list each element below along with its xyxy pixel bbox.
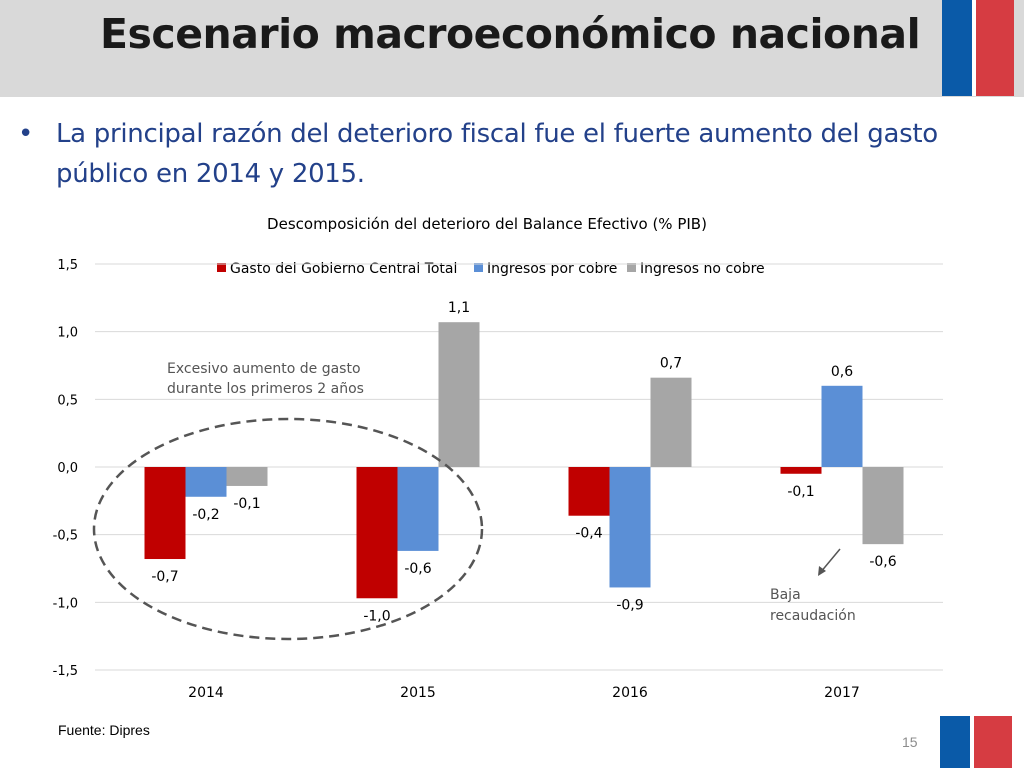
chart-bars: -0,7 -0,2 -0,1 -1,0 -0,6 1,1 -0,4 -0,9 0,7 -0,1 0,…: [144, 300, 904, 624]
y-tick-label: 1,0: [57, 326, 78, 341]
legend-swatch-icon: [217, 263, 226, 272]
data-label: -0,1: [233, 496, 260, 512]
source-note: Fuente: Dipres: [58, 722, 150, 738]
x-axis: 2014 2015 2016 2017: [188, 685, 860, 701]
x-tick-label: 2016: [612, 685, 648, 701]
slide-title: Escenario macroeconómico nacional: [100, 10, 921, 58]
bullet-text: La principal razón del deterioro fiscal …: [56, 119, 938, 189]
legend-label: Ingresos por cobre: [487, 261, 617, 277]
title-bar: [0, 0, 1024, 97]
data-label: -0,6: [869, 554, 896, 570]
legend-swatch-icon: [627, 263, 636, 272]
legend-swatch-icon: [474, 263, 483, 272]
data-label: -1,0: [363, 608, 390, 624]
page-number: 15: [902, 734, 918, 750]
bar-2016-gasto: [568, 467, 610, 516]
ellipse-annotation-line2: durante los primeros 2 años: [167, 381, 364, 397]
bullet-point: • La principal razón del deterioro fisca…: [18, 114, 1018, 194]
bar-2015-no-cobre: [438, 322, 480, 467]
chile-flag-bottom-decoration: [940, 716, 1012, 768]
data-label: 1,1: [448, 300, 470, 316]
y-tick-label: -0,5: [53, 529, 78, 544]
y-tick-label: 0,0: [57, 461, 78, 476]
bar-2015-cobre: [397, 467, 439, 551]
bar-2014-no-cobre: [226, 467, 268, 486]
chile-flag-top-decoration: [942, 0, 1014, 96]
data-label: 0,6: [831, 364, 853, 380]
x-tick-label: 2014: [188, 685, 224, 701]
chart-title: Descomposición del deterioro del Balance…: [267, 215, 707, 233]
chart-legend: Gasto del Gobierno Central Total Ingresos…: [217, 261, 765, 277]
x-tick-label: 2015: [400, 685, 436, 701]
arrow-icon: [819, 548, 841, 574]
y-tick-label: 0,5: [57, 393, 78, 408]
y-tick-label: 1,5: [57, 258, 78, 273]
bullet-icon: •: [18, 119, 34, 149]
data-label: -0,9: [616, 597, 643, 613]
bar-2014-cobre: [185, 467, 227, 497]
chart-annotations: Excesivo aumento de gasto durante los pr…: [92, 361, 856, 641]
bar-2016-no-cobre: [650, 377, 692, 467]
bar-2017-cobre: [821, 385, 863, 467]
bar-2015-gasto: [356, 467, 398, 599]
y-tick-label: -1,0: [53, 596, 78, 611]
data-label: -0,2: [192, 507, 219, 523]
data-label: -0,4: [575, 526, 602, 542]
bar-2016-cobre: [609, 467, 651, 588]
bar-2017-gasto: [780, 467, 822, 474]
data-label: -0,7: [151, 569, 178, 585]
ellipse-annotation-line1: Excesivo aumento de gasto: [167, 361, 361, 377]
data-label: -0,6: [404, 561, 431, 577]
chart-gridlines: [95, 263, 943, 671]
balance-decomposition-chart: Descomposición del deterioro del Balance…: [53, 215, 943, 701]
x-tick-label: 2017: [824, 685, 860, 701]
arrow-head-icon: [818, 566, 826, 576]
bar-2014-gasto: [144, 467, 186, 560]
data-label: -0,1: [787, 484, 814, 500]
legend-label: Ingresos no cobre: [640, 261, 765, 277]
y-tick-label: -1,5: [53, 664, 78, 679]
arrow-annotation-line1: Baja: [770, 587, 801, 603]
legend-label: Gasto del Gobierno Central Total: [230, 261, 457, 277]
bar-2017-no-cobre: [862, 467, 904, 545]
highlight-ellipse: [92, 417, 484, 641]
y-axis: 1,5 1,0 0,5 0,0 -0,5 -1,0 -1,5: [53, 258, 78, 679]
arrow-annotation-line2: recaudación: [770, 608, 856, 624]
data-label: 0,7: [660, 356, 682, 372]
